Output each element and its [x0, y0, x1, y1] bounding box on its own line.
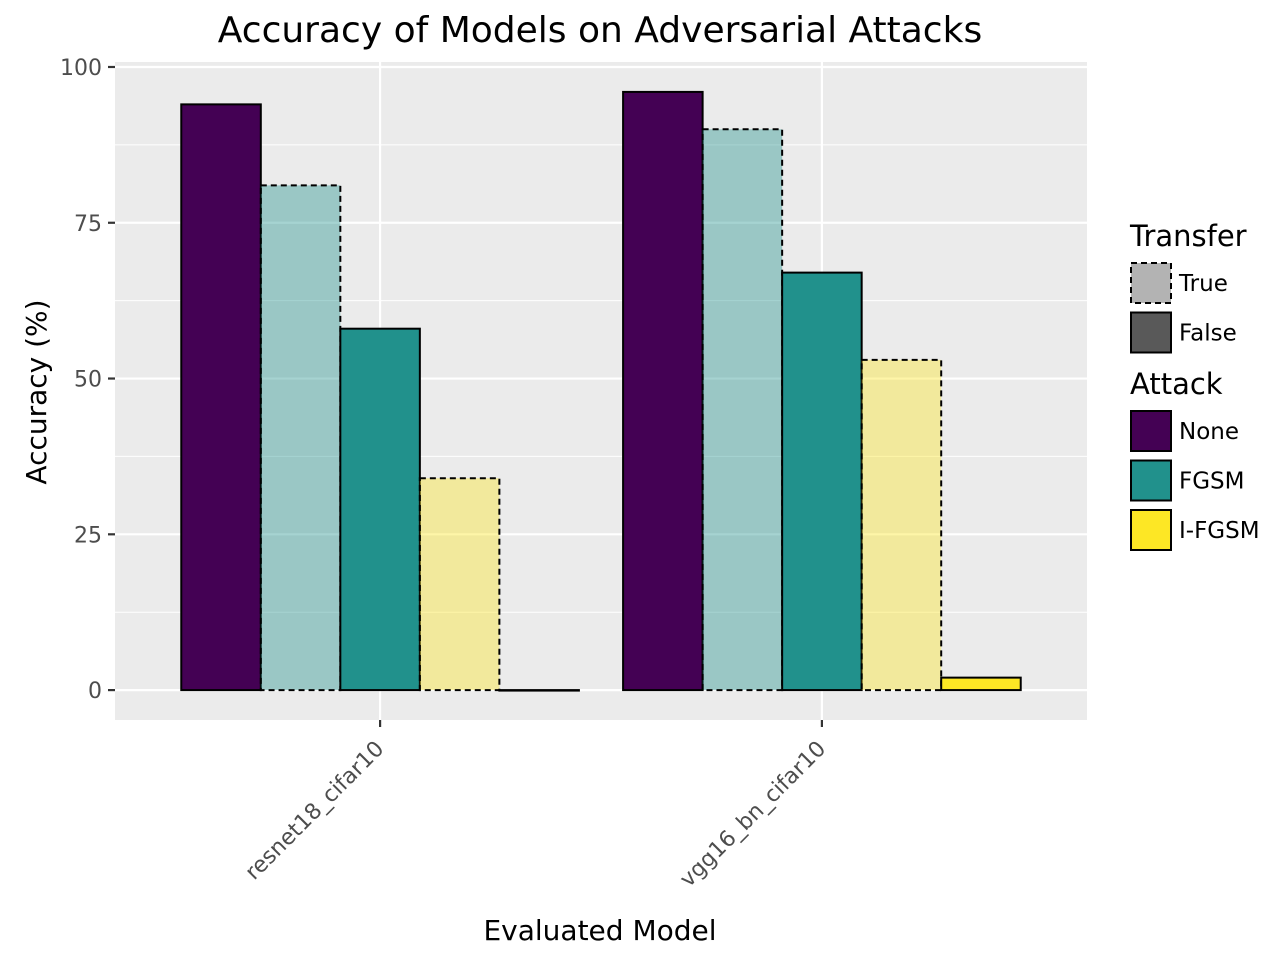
- legend-key: [1131, 510, 1171, 550]
- legend-title: Attack: [1130, 367, 1223, 401]
- legend: Transfer True False Attack None FGSM I-FGSM: [1129, 219, 1260, 550]
- bar-none-direct: [623, 92, 703, 690]
- y-tick-label: 25: [74, 523, 102, 548]
- legend-label: True: [1178, 271, 1228, 297]
- bar-fgsm-direct: [340, 329, 420, 690]
- bar-i-fgsm-transfer: [420, 478, 500, 690]
- x-axis-title: Evaluated Model: [483, 914, 716, 947]
- legend-label: False: [1179, 321, 1237, 347]
- x-tick-label: vgg16_bn_cifar10: [675, 737, 831, 893]
- bar-i-fgsm-direct: [499, 690, 579, 691]
- legend-title: Transfer: [1129, 219, 1247, 253]
- bar-fgsm-direct: [782, 273, 862, 690]
- y-tick-label: 0: [88, 679, 102, 704]
- bar-none-direct: [181, 104, 261, 690]
- y-axis-title: Accuracy (%): [20, 299, 53, 484]
- x-axis: resnet18_cifar10 vgg16_bn_cifar10: [241, 720, 831, 892]
- legend-label: FGSM: [1179, 469, 1245, 495]
- legend-key: [1131, 461, 1171, 501]
- bar-fgsm-transfer: [703, 129, 783, 690]
- legend-key: [1131, 411, 1171, 451]
- legend-key: [1131, 263, 1171, 303]
- legend-label: None: [1179, 419, 1239, 445]
- legend-label: I-FGSM: [1179, 518, 1260, 544]
- y-tick-label: 100: [60, 56, 102, 81]
- y-tick-label: 75: [74, 212, 102, 237]
- x-tick-label: resnet18_cifar10: [241, 737, 390, 886]
- bar-i-fgsm-transfer: [862, 360, 942, 690]
- y-axis: 0 25 50 75 100: [60, 56, 115, 704]
- chart-title: Accuracy of Models on Adversarial Attack…: [218, 10, 982, 51]
- legend-key: [1131, 313, 1171, 353]
- y-tick-label: 50: [74, 368, 102, 393]
- bar-i-fgsm-direct: [941, 678, 1021, 690]
- bar-fgsm-transfer: [261, 185, 341, 690]
